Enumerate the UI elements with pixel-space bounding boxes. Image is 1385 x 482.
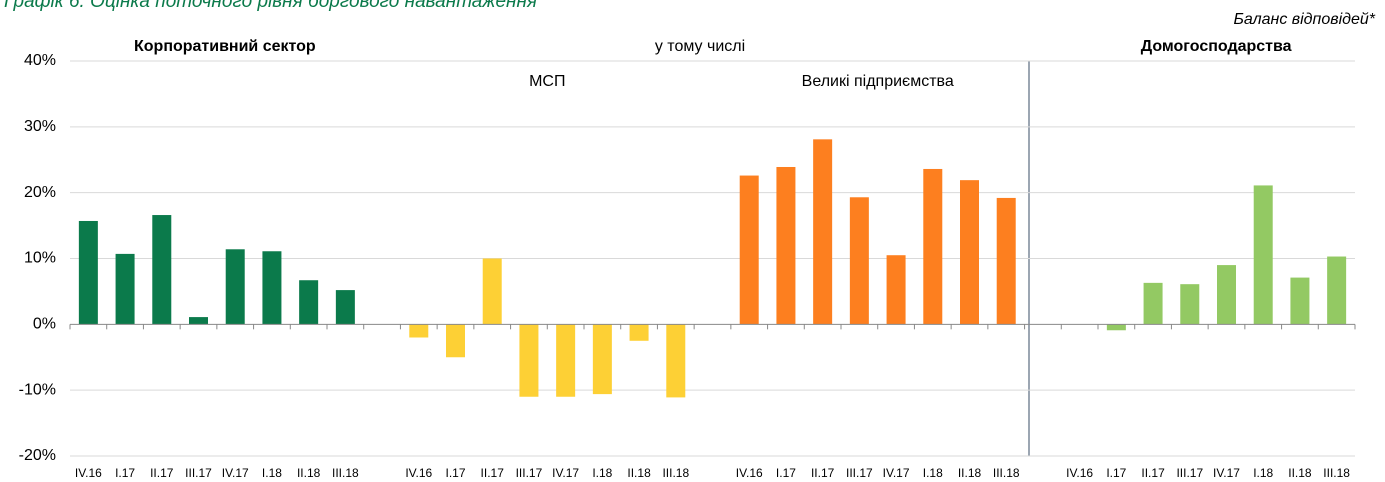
x-tick-label: IV.16 (1066, 466, 1093, 480)
bar (115, 253, 135, 325)
x-tick-label: III.17 (846, 466, 873, 480)
bar (409, 324, 429, 338)
y-tick-label: 20% (24, 184, 56, 201)
x-tick-label: IV.16 (736, 466, 763, 480)
bar (1253, 185, 1273, 325)
bar (446, 324, 465, 358)
bar (629, 324, 649, 341)
x-tick-label: II.17 (150, 466, 174, 480)
bar (739, 175, 759, 325)
bar (556, 324, 576, 397)
annotation: Баланс відповідей* (1233, 11, 1375, 28)
x-tick-label: III.17 (1176, 466, 1203, 480)
chart-title: Графік 6. Оцінка поточного рівня боргово… (4, 0, 537, 12)
bar (189, 317, 208, 325)
series-label: Великі підприємства (802, 73, 954, 90)
annotation: у тому числі (655, 38, 745, 55)
x-tick-label: IV.17 (222, 466, 249, 480)
x-tick-label: II.18 (958, 466, 982, 480)
y-tick-label: 10% (24, 250, 56, 267)
x-tick-label: I.17 (115, 466, 135, 480)
x-tick-label: IV.16 (75, 466, 102, 480)
x-tick-label: I.17 (445, 466, 465, 480)
bar (813, 139, 833, 325)
bar (1106, 324, 1126, 331)
bar (1327, 256, 1347, 325)
x-tick-label: III.17 (185, 466, 212, 480)
y-tick-label: 40% (24, 52, 56, 69)
bar (960, 180, 979, 325)
x-tick-label: III.18 (1323, 466, 1350, 480)
x-tick-label: I.18 (592, 466, 612, 480)
bar (299, 280, 319, 325)
x-tick-label: II.17 (481, 466, 505, 480)
x-tick-label: I.18 (923, 466, 943, 480)
x-tick-label: II.17 (811, 466, 835, 480)
x-tick-label: II.18 (297, 466, 321, 480)
y-tick-label: 30% (24, 118, 56, 135)
bar (886, 255, 906, 325)
x-tick-label: I.17 (1106, 466, 1126, 480)
y-tick-label: -20% (19, 447, 56, 464)
bar (519, 324, 539, 397)
bar (152, 215, 172, 325)
bar (1290, 277, 1310, 325)
x-tick-label: III.18 (662, 466, 689, 480)
bar (78, 220, 98, 325)
bar (592, 324, 612, 395)
x-tick-label: III.17 (516, 466, 543, 480)
x-tick-label: II.18 (1288, 466, 1312, 480)
bar (996, 197, 1016, 325)
x-tick-label: I.18 (262, 466, 282, 480)
x-tick-label: IV.17 (883, 466, 910, 480)
x-tick-label: IV.17 (1213, 466, 1240, 480)
series-label: Корпоративний сектор (134, 38, 316, 55)
x-tick-label: III.18 (993, 466, 1020, 480)
bar (262, 251, 282, 325)
bar (482, 258, 502, 325)
bar (1217, 265, 1236, 325)
x-tick-label: IV.16 (405, 466, 432, 480)
bar (776, 166, 796, 325)
bar (335, 290, 355, 325)
y-tick-label: -10% (19, 381, 56, 398)
series-label: Домогосподарства (1141, 38, 1292, 55)
y-tick-label: 0% (33, 316, 56, 333)
bar (1180, 284, 1200, 325)
x-tick-label: II.18 (627, 466, 651, 480)
bar (225, 249, 245, 325)
bar (666, 324, 686, 398)
x-tick-label: IV.17 (552, 466, 579, 480)
x-tick-label: I.17 (776, 466, 796, 480)
series-label: МСП (529, 73, 565, 90)
x-tick-label: III.18 (332, 466, 359, 480)
x-tick-label: I.18 (1253, 466, 1273, 480)
x-tick-label: II.17 (1141, 466, 1165, 480)
bar (923, 168, 943, 325)
bar (849, 197, 869, 325)
bar (1143, 282, 1163, 325)
